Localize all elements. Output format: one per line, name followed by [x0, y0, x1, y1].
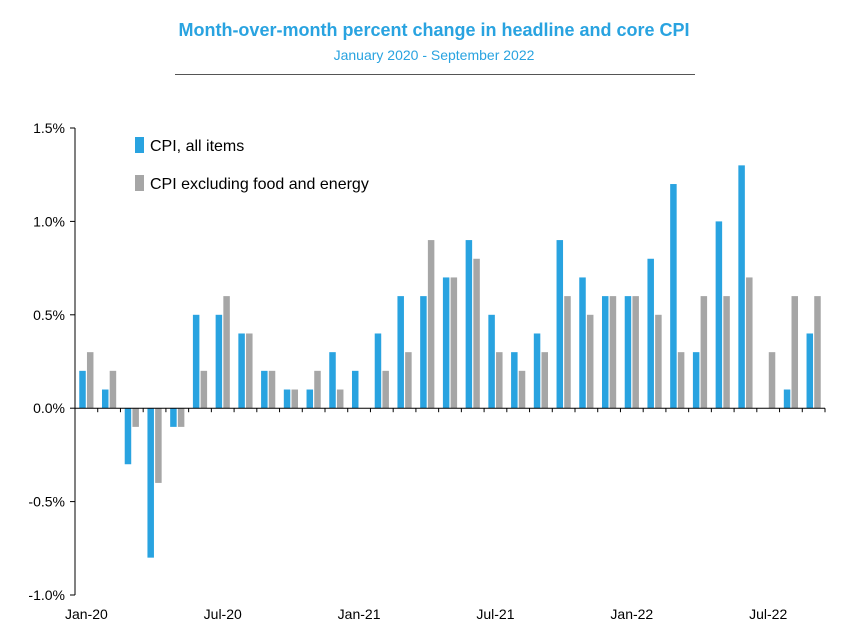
- bar-cpi-all-items: [511, 352, 518, 409]
- bar-cpi-all-items: [215, 314, 223, 409]
- bar-cpi-all-items: [533, 333, 541, 409]
- x-axis: Jan-20 Jul-20 Jan-21 Jul-21 Jan-22 Jul-22: [65, 407, 826, 622]
- bar-cpi-all-items: [238, 333, 245, 409]
- bar-cpi-all-items: [442, 277, 450, 409]
- bar-cpi-core: [586, 314, 594, 409]
- bar-cpi-all-items: [261, 370, 268, 409]
- bar-cpi-all-items: [283, 389, 291, 409]
- bar-cpi-all-items: [556, 240, 564, 409]
- bar-cpi-all-items: [374, 333, 382, 409]
- bar-cpi-core: [746, 277, 753, 409]
- bar-cpi-all-items: [101, 389, 109, 409]
- bar-cpi-all-items: [601, 296, 609, 409]
- bar-cpi-core: [382, 370, 389, 409]
- bar-cpi-all-items: [192, 314, 200, 409]
- bar-cpi-all-items: [124, 408, 132, 465]
- bar-cpi-core: [609, 296, 617, 409]
- bar-cpi-core: [518, 370, 526, 409]
- bar-cpi-core: [723, 296, 730, 409]
- bar-cpi-all-items: [579, 277, 586, 409]
- x-tick-label: Jul-21: [476, 606, 514, 622]
- bar-cpi-all-items: [692, 352, 700, 409]
- bar-cpi-all-items: [670, 184, 677, 409]
- bar-cpi-all-items: [806, 333, 814, 409]
- bar-cpi-core: [155, 408, 162, 483]
- bar-cpi-core: [791, 296, 799, 409]
- x-tick-label: Jul-20: [204, 606, 242, 622]
- y-tick-label: 1.0%: [33, 213, 65, 229]
- bar-cpi-core: [632, 296, 639, 409]
- y-tick-label: -0.5%: [28, 494, 65, 510]
- bar-cpi-core: [405, 352, 412, 409]
- bar-cpi-core: [223, 296, 230, 409]
- y-tick-label: 1.5%: [33, 120, 65, 136]
- bar-cpi-core: [314, 370, 321, 409]
- x-tick-label: Jan-20: [65, 606, 108, 622]
- bar-cpi-all-items: [783, 389, 791, 409]
- bar-cpi-core: [200, 370, 208, 409]
- bar-cpi-core: [473, 258, 480, 409]
- bar-cpi-core: [291, 389, 299, 409]
- bar-cpi-all-items: [329, 352, 336, 409]
- bars-group: [79, 165, 821, 558]
- bar-cpi-all-items: [488, 314, 495, 409]
- legend-swatch-cpi-core: [135, 175, 144, 191]
- bar-cpi-core: [700, 296, 708, 409]
- bar-cpi-core: [177, 408, 185, 427]
- bar-cpi-core: [496, 352, 503, 409]
- bar-cpi-core: [768, 352, 776, 409]
- bar-cpi-core: [450, 277, 458, 409]
- legend-label-cpi-all-items: CPI, all items: [150, 138, 244, 155]
- bar-cpi-core: [655, 314, 662, 409]
- bar-cpi-all-items: [647, 258, 654, 409]
- bar-cpi-all-items: [351, 370, 359, 409]
- bar-cpi-core: [86, 352, 94, 409]
- bar-cpi-core: [268, 370, 276, 409]
- bar-cpi-all-items: [306, 389, 314, 409]
- legend-label-cpi-core: CPI excluding food and energy: [150, 176, 369, 193]
- x-tick-label: Jan-22: [610, 606, 653, 622]
- bar-cpi-all-items: [79, 370, 86, 409]
- bar-cpi-core: [814, 296, 821, 409]
- chart-title: Month-over-month percent change in headl…: [178, 20, 690, 40]
- legend-swatch-cpi-all-items: [135, 137, 144, 153]
- bar-cpi-all-items: [738, 165, 745, 409]
- legend: CPI, all items CPI excluding food and ene…: [135, 137, 369, 193]
- y-tick-label: -1.0%: [28, 587, 65, 603]
- chart-subtitle: January 2020 - September 2022: [333, 47, 535, 63]
- bar-cpi-all-items: [465, 240, 473, 409]
- bar-cpi-core: [336, 389, 344, 409]
- bar-cpi-core: [677, 352, 685, 409]
- bar-cpi-core: [109, 370, 117, 409]
- y-tick-label: 0.5%: [33, 307, 65, 323]
- bar-cpi-core: [132, 408, 139, 427]
- bar-cpi-core: [564, 296, 571, 409]
- bar-cpi-core: [427, 240, 435, 409]
- bar-cpi-all-items: [420, 296, 427, 409]
- y-tick-label: 0.0%: [33, 400, 65, 416]
- x-tick-label: Jul-22: [749, 606, 787, 622]
- bar-cpi-all-items: [715, 221, 723, 409]
- y-axis: 1.5% 1.0% 0.5% 0.0% -0.5% -1.0%: [28, 120, 76, 603]
- bar-cpi-core: [246, 333, 253, 409]
- bar-cpi-core: [541, 352, 549, 409]
- bar-cpi-all-items: [624, 296, 632, 409]
- title-divider: [175, 74, 695, 75]
- bar-cpi-all-items: [397, 296, 404, 409]
- bar-cpi-all-items: [147, 408, 154, 558]
- bar-cpi-all-items: [170, 408, 177, 427]
- x-tick-label: Jan-21: [338, 606, 381, 622]
